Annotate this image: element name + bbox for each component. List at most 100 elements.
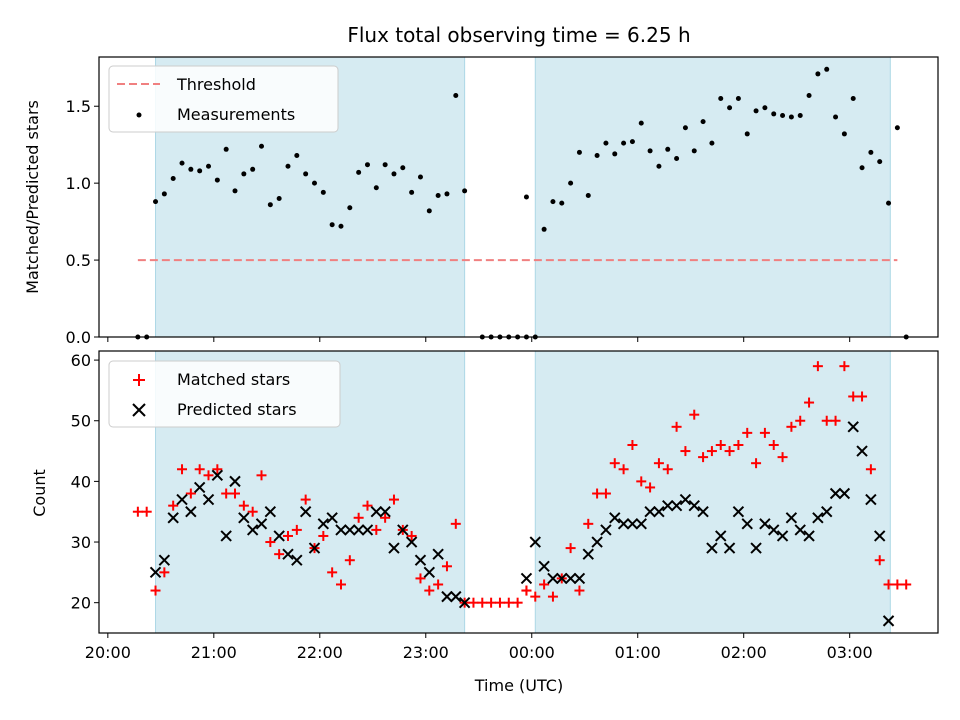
predicted-star-stroke-b: [547, 572, 559, 585]
top-legend: Threshold Measurements: [108, 65, 339, 133]
matched-star-point: [751, 458, 762, 469]
predicted-star-point: [882, 615, 895, 627]
measurement-point: [214, 177, 220, 183]
matched-star-point: [857, 391, 868, 402]
matched-star-point: [706, 446, 717, 457]
predicted-star-stroke-b: [759, 518, 771, 530]
measurement-point: [179, 160, 185, 166]
measurement-point: [771, 111, 777, 117]
predicted-star-stroke-b: [520, 572, 533, 585]
matched-star-point: [671, 421, 682, 432]
predicted-star-stroke-b: [344, 524, 356, 536]
measurement-point: [727, 105, 733, 111]
x-tick-label: 01:00: [615, 643, 661, 662]
measurement-point: [762, 105, 768, 111]
measurement-point: [682, 125, 688, 131]
matched-star-point: [441, 561, 452, 572]
predicted-star-point: [573, 572, 586, 585]
predicted-star-point: [185, 506, 197, 518]
predicted-star-point: [458, 596, 471, 609]
predicted-star-point: [653, 506, 665, 518]
predicted-star-stroke-b: [326, 512, 338, 524]
predicted-star-stroke-b: [202, 493, 215, 506]
matched-star-point: [742, 427, 753, 438]
measurement-point: [409, 189, 415, 195]
predicted-star-point: [255, 518, 268, 530]
measurement-point: [735, 96, 741, 102]
predicted-star-stroke-b: [732, 506, 745, 518]
measurement-point: [311, 180, 317, 186]
predicted-star-point: [520, 572, 533, 585]
predicted-star-stroke-b: [573, 572, 586, 585]
measurement-point: [294, 152, 300, 158]
matched-star-point: [335, 579, 346, 590]
measurement-point: [806, 92, 812, 98]
measurement-points: [135, 66, 909, 340]
matched-star-point: [238, 500, 249, 511]
legend-threshold-label: Threshold: [176, 75, 256, 94]
matched-stars-points: [132, 361, 912, 608]
legend-predicted-label: Predicted stars: [177, 400, 297, 419]
predicted-star-point: [167, 512, 179, 524]
matched-star-point: [362, 500, 373, 511]
predicted-star-stroke-b: [688, 499, 700, 512]
measurement-point: [426, 208, 432, 214]
measurement-point: [347, 205, 353, 211]
x-tick-label: 22:00: [297, 643, 343, 662]
matched-star-point: [539, 579, 550, 590]
matched-star-point: [168, 500, 179, 511]
predicted-star-point: [556, 572, 568, 585]
matched-star-point: [159, 567, 170, 578]
predicted-star-point: [158, 554, 171, 566]
measurement-point: [709, 140, 715, 146]
predicted-star-stroke-b: [246, 524, 259, 536]
legend-matched-label: Matched stars: [177, 370, 290, 389]
matched-star-point: [839, 361, 850, 372]
predicted-star-stroke-b: [856, 445, 868, 457]
measurement-point: [444, 191, 450, 197]
predicted-star-point: [291, 554, 303, 566]
predicted-star-point: [697, 506, 709, 518]
predicted-star-point: [750, 542, 762, 554]
predicted-star-stroke-b: [193, 481, 206, 494]
y-tick-label: 0.0: [66, 328, 91, 347]
predicted-star-point: [202, 493, 215, 506]
measurement-point: [206, 163, 212, 169]
matched-star-point: [353, 512, 364, 523]
y-tick-label: 0.5: [66, 251, 91, 270]
matched-star-point: [450, 518, 461, 529]
measurement-point: [744, 131, 750, 137]
measurement-point: [576, 149, 582, 155]
predicted-star-stroke-b: [423, 566, 436, 579]
predicted-star-point: [874, 530, 886, 542]
matched-star-point: [141, 506, 152, 517]
predicted-star-stroke-b: [176, 493, 188, 506]
measurement-point: [894, 125, 900, 131]
matched-star-point: [212, 464, 223, 475]
top-y-axis: 0.0 0.5 1.0 1.5: [66, 97, 99, 347]
matched-star-point: [724, 446, 735, 457]
matched-star-point: [194, 464, 205, 475]
predicted-star-stroke-b: [441, 590, 453, 603]
measurement-point: [824, 66, 830, 72]
predicted-star-stroke-b: [653, 506, 665, 518]
predicted-star-stroke-b: [229, 475, 241, 488]
measurement-point: [523, 194, 529, 200]
measurement-point: [285, 163, 291, 169]
predicted-star-point: [600, 524, 612, 536]
predicted-star-point: [821, 506, 833, 518]
matched-star-point: [636, 476, 647, 487]
predicted-star-stroke-b: [361, 524, 374, 536]
predicted-star-stroke-b: [697, 506, 709, 518]
matched-star-point: [600, 488, 611, 499]
predicted-star-stroke-b: [158, 554, 171, 566]
y-tick-label: 1.5: [66, 97, 91, 116]
matched-star-point: [468, 597, 479, 608]
measurement-point: [656, 163, 662, 169]
measurement-point: [788, 114, 794, 120]
predicted-star-stroke-b: [609, 512, 621, 524]
measurement-point: [700, 119, 706, 125]
x-tick-label: 23:00: [403, 643, 449, 662]
top-plot-frame: [98, 56, 939, 338]
predicted-star-point: [635, 518, 647, 530]
